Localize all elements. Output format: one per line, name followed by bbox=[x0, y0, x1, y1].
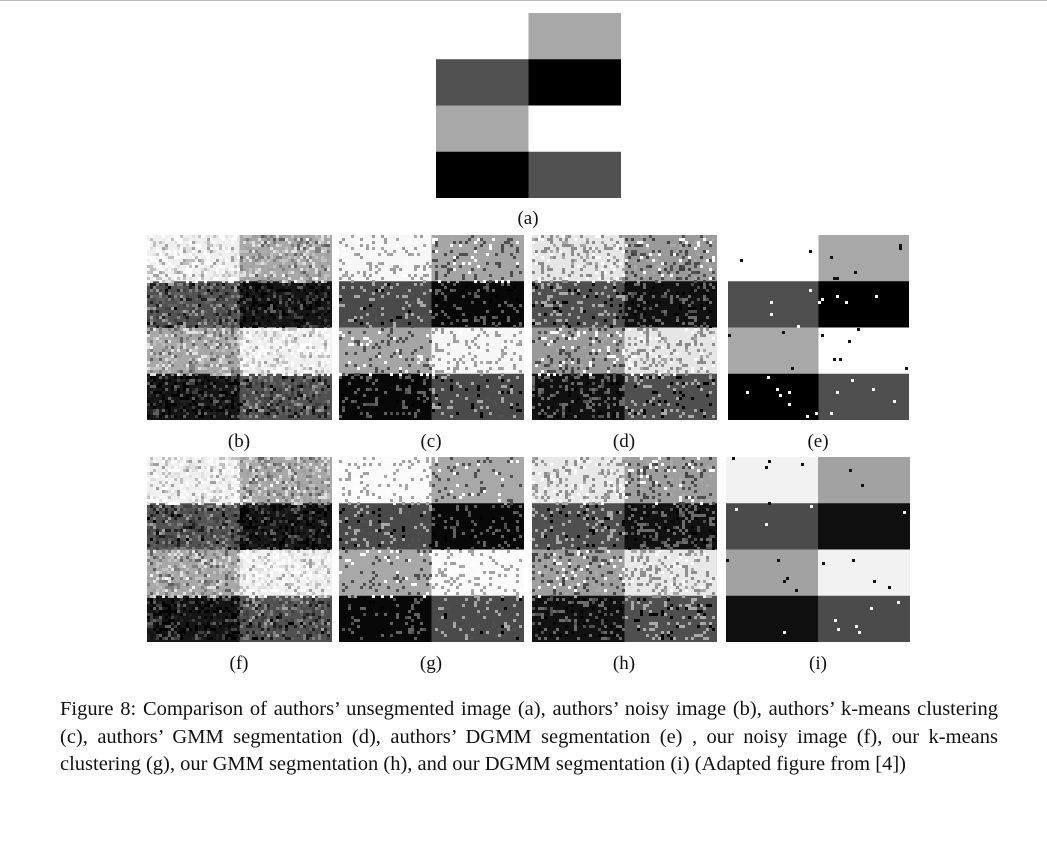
panel-h-image bbox=[532, 457, 717, 642]
panel-f-noise bbox=[147, 457, 330, 598]
panel-g-svg bbox=[339, 457, 524, 642]
panel-e-block bbox=[818, 281, 909, 328]
panel-d-noise bbox=[532, 283, 715, 418]
panel-a-block bbox=[528, 151, 621, 198]
panel-d-image bbox=[532, 235, 717, 420]
panel-b-noise bbox=[147, 235, 330, 418]
panel-a-block bbox=[436, 13, 529, 60]
panel-i-image bbox=[726, 457, 910, 642]
panel-f-label: (f) bbox=[229, 653, 249, 674]
panel-i-block bbox=[818, 595, 910, 642]
panel-h-noise bbox=[532, 457, 715, 640]
panel-a-block bbox=[528, 13, 621, 60]
panel-f-noise bbox=[147, 457, 330, 598]
panel-d-noise bbox=[532, 283, 715, 418]
panel-b-label: (b) bbox=[227, 431, 251, 452]
panel-i-block bbox=[818, 503, 910, 550]
panel-i-svg bbox=[726, 457, 910, 642]
panel-c-label: (c) bbox=[420, 431, 442, 452]
panel-d-block bbox=[532, 235, 625, 282]
panel-c-svg bbox=[339, 235, 524, 420]
panel-h-noise bbox=[538, 505, 715, 640]
panel-i-block bbox=[726, 595, 819, 642]
panel-h-label: (h) bbox=[612, 653, 636, 674]
panel-i-block bbox=[818, 549, 910, 597]
panel-e-block bbox=[728, 235, 819, 282]
panel-i-label: (i) bbox=[809, 653, 827, 674]
panel-i-block bbox=[726, 457, 819, 504]
panel-c-noise bbox=[339, 283, 522, 418]
panel-e-block bbox=[818, 327, 909, 375]
panel-h-noise bbox=[532, 457, 712, 640]
panel-g-image bbox=[339, 457, 524, 642]
panel-b-noise bbox=[147, 235, 330, 418]
panel-b-noise bbox=[147, 235, 330, 418]
panel-d-noise bbox=[532, 235, 715, 376]
panel-b-noise bbox=[147, 283, 330, 418]
page-top-rule bbox=[0, 0, 1047, 1]
panel-a-block bbox=[436, 105, 529, 153]
panel-a-block bbox=[528, 105, 621, 153]
panel-f-noise bbox=[147, 457, 330, 640]
panel-d-noise bbox=[532, 235, 715, 418]
panel-b-noise bbox=[147, 283, 330, 418]
panel-e-svg bbox=[728, 235, 909, 420]
panel-g-block bbox=[339, 457, 432, 504]
panel-a-block bbox=[436, 59, 529, 106]
panel-d-label: (d) bbox=[612, 431, 636, 452]
panel-f-svg bbox=[147, 457, 332, 642]
panel-a-svg bbox=[436, 13, 621, 198]
panel-i-block bbox=[726, 503, 819, 550]
panel-e-label: (e) bbox=[807, 431, 829, 452]
panel-a-block bbox=[436, 151, 529, 198]
panel-e-block bbox=[818, 235, 909, 282]
figure-caption: Figure 8: Comparison of authors’ unsegme… bbox=[60, 698, 998, 775]
panel-i-block bbox=[726, 549, 819, 597]
panel-a-image bbox=[436, 13, 621, 198]
panel-e-block bbox=[818, 373, 909, 420]
panel-f-image bbox=[147, 457, 332, 642]
panel-h-svg bbox=[532, 457, 717, 642]
panel-b-svg bbox=[147, 235, 332, 420]
panel-g-label: (g) bbox=[419, 653, 443, 674]
panel-f-noise bbox=[147, 457, 330, 640]
panel-c-noise bbox=[339, 283, 510, 415]
panel-e-block bbox=[728, 281, 819, 328]
panel-c-image bbox=[339, 235, 524, 420]
panel-d-svg bbox=[532, 235, 717, 420]
panel-f-noise bbox=[147, 505, 330, 640]
panel-b-noise bbox=[147, 235, 330, 376]
panel-b-image bbox=[147, 235, 332, 420]
panel-i-block bbox=[818, 457, 910, 504]
panel-h-noise bbox=[532, 505, 715, 640]
panel-a-label: (a) bbox=[517, 208, 539, 229]
panel-e-block bbox=[728, 373, 819, 420]
panel-h-noise bbox=[532, 505, 715, 640]
panel-f-noise bbox=[147, 505, 330, 640]
panel-e-image bbox=[728, 235, 909, 420]
panel-h-noise bbox=[532, 457, 715, 598]
panel-b-noise bbox=[147, 283, 330, 418]
panel-a-block bbox=[528, 59, 621, 106]
panel-g-noise bbox=[339, 505, 522, 640]
panel-f-noise bbox=[147, 505, 330, 640]
panel-f-noise bbox=[147, 457, 330, 598]
panel-b-noise bbox=[147, 235, 330, 376]
panel-e-block bbox=[728, 327, 819, 375]
